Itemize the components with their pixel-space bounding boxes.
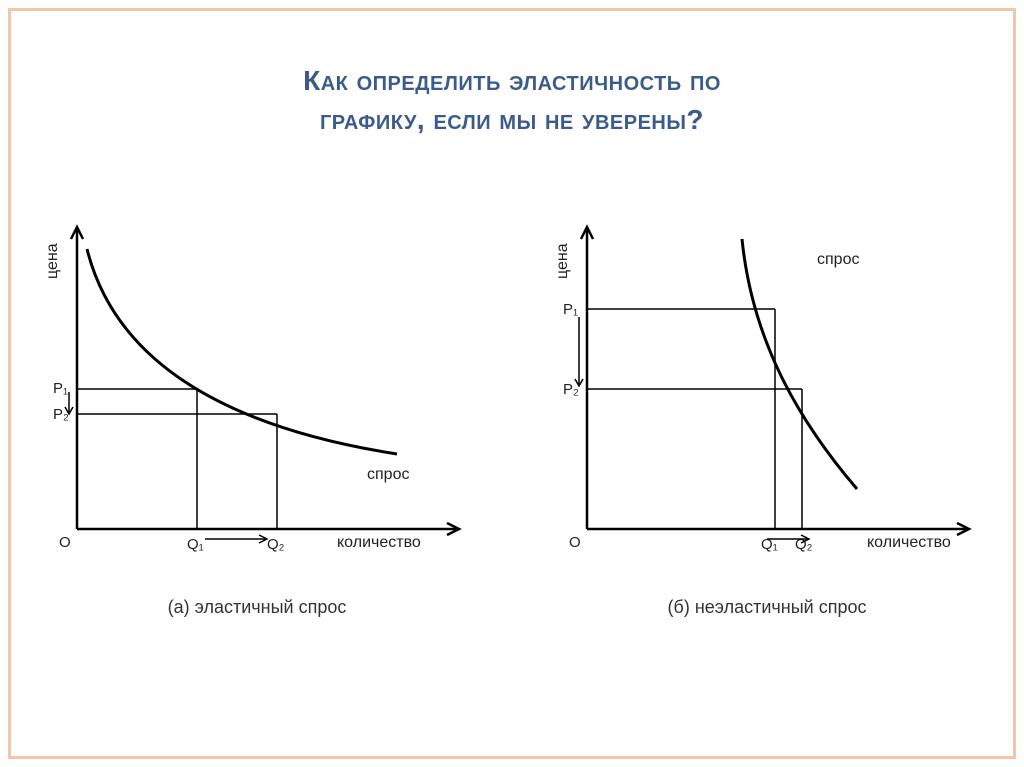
chart-a-origin: O (59, 534, 71, 551)
chart-a-caption: (а) эластичный спрос (17, 597, 497, 618)
chart-b-demand-label: спрос (817, 251, 859, 268)
chart-b-p1-label: P₁ (563, 301, 578, 318)
chart-a-demand-curve (87, 249, 397, 454)
chart-a-q2-label: Q₂ (267, 536, 285, 553)
chart-a-svg: цена количество O спрос P₁ P₂ (17, 209, 497, 589)
chart-a-p1-label: P₁ (53, 380, 68, 397)
chart-a-demand-label: спрос (367, 466, 409, 483)
title-line-1: Как определить эластичность по (11, 61, 1013, 100)
chart-b-svg: цена количество O спрос P₁ P₂ (527, 209, 1007, 589)
chart-b-caption: (б) неэластичный спрос (527, 597, 1007, 618)
chart-b-origin: O (569, 534, 581, 551)
slide-frame: Как определить эластичность по графику, … (8, 8, 1016, 759)
chart-b-container: цена количество O спрос P₁ P₂ (527, 209, 1007, 618)
chart-b-p2-label: P₂ (563, 381, 579, 398)
chart-a-x-label: количество (337, 534, 421, 551)
chart-a-container: цена количество O спрос P₁ P₂ (17, 209, 497, 618)
title-line-2: графику, если мы не уверены? (11, 100, 1013, 139)
chart-b-x-label: количество (867, 534, 951, 551)
chart-b-y-label: цена (554, 244, 571, 280)
slide-title: Как определить эластичность по графику, … (11, 61, 1013, 139)
charts-row: цена количество O спрос P₁ P₂ (11, 209, 1013, 618)
chart-b-demand-curve (742, 239, 857, 489)
chart-a-y-label: цена (44, 244, 61, 280)
chart-a-q1-label: Q₁ (187, 536, 204, 553)
